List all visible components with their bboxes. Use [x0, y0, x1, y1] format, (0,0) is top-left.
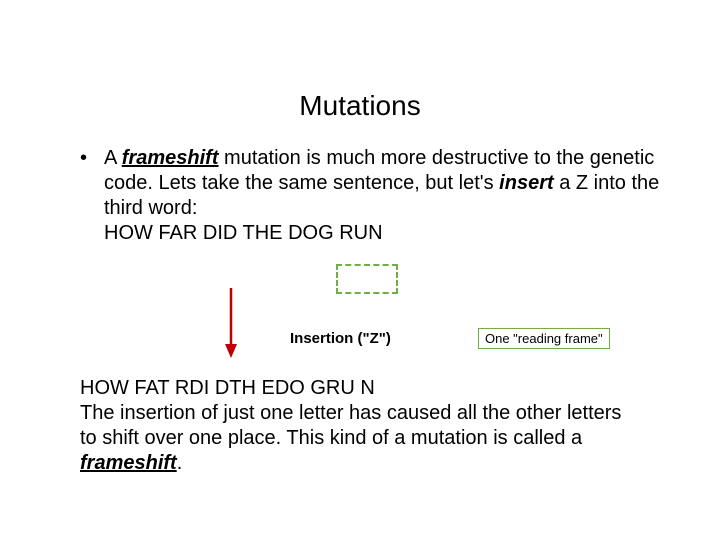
text-insert: insert: [499, 172, 553, 194]
slide-title: Mutations: [60, 90, 660, 122]
explanation-pre: The insertion of just one letter has cau…: [80, 402, 621, 449]
insertion-label: Insertion ("Z"): [290, 330, 391, 347]
bullet-row: • A frameshift mutation is much more des…: [80, 146, 660, 221]
explanation-frameshift: frameshift: [80, 452, 177, 474]
body-block-1: • A frameshift mutation is much more des…: [60, 146, 660, 246]
sentence-shifted: HOW FAT RDI DTH EDO GRU N: [80, 376, 640, 401]
sentence1-text: HOW FAR DID THE DOG RUN: [104, 221, 383, 246]
text-pre: A: [104, 147, 122, 169]
sentence-original: HOW FAR DID THE DOG RUN: [80, 221, 660, 246]
text-frameshift: frameshift: [122, 147, 219, 169]
explanation-post: .: [177, 452, 183, 474]
body-block-2: HOW FAT RDI DTH EDO GRU N The insertion …: [80, 376, 640, 476]
bullet-marker: •: [80, 146, 104, 171]
bullet-content: A frameshift mutation is much more destr…: [104, 146, 660, 221]
insertion-arrow: [225, 288, 237, 358]
explanation-paragraph: The insertion of just one letter has cau…: [80, 401, 640, 476]
reading-frame-label-box: One "reading frame": [478, 328, 610, 349]
